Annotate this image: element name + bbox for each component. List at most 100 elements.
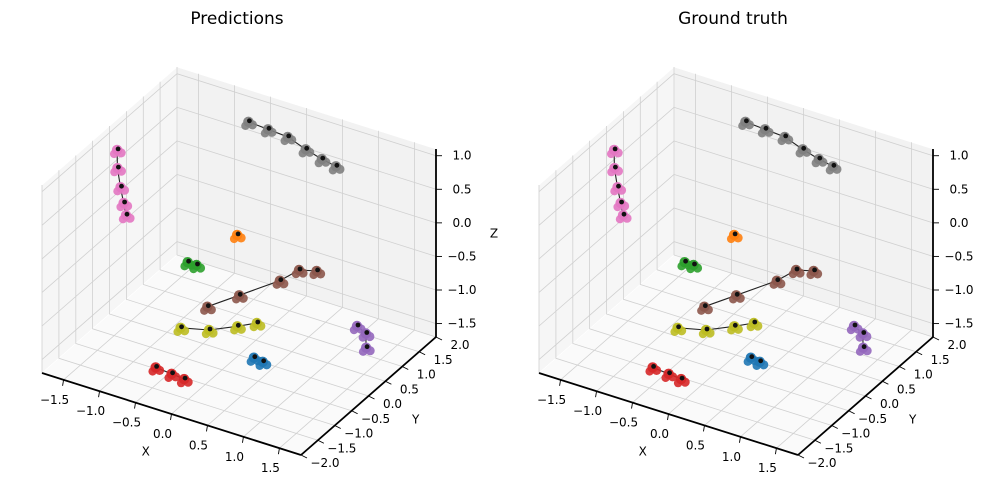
series-5-point <box>746 322 755 332</box>
series-1-point <box>116 202 125 212</box>
series-4-point <box>291 269 301 279</box>
z-axis-label: Z <box>490 227 498 241</box>
series-8-joint <box>667 370 672 376</box>
series-4-joint <box>297 266 303 272</box>
y-gridline <box>673 67 934 338</box>
series-8-joint <box>679 375 685 381</box>
series-4-point <box>697 306 706 315</box>
z-gridline <box>41 106 437 226</box>
series-6-point <box>246 357 255 366</box>
series-4-point <box>309 270 318 280</box>
series-7-point <box>358 333 367 342</box>
y-tick-mark <box>435 336 443 341</box>
x-tick-label: 1.5 <box>261 461 280 475</box>
x-tick-mark <box>703 425 705 432</box>
x-tick-mark <box>631 402 633 409</box>
z-gridline <box>41 241 437 360</box>
series-3-point <box>726 234 736 244</box>
series-0-joint <box>334 162 340 168</box>
x-tick-mark <box>559 379 562 386</box>
series-1-point <box>606 149 616 159</box>
y-tick-mark <box>814 439 822 444</box>
y-tick-mark <box>402 366 409 370</box>
z-tick-label: −0.5 <box>944 249 973 263</box>
series-5-joint <box>255 319 261 325</box>
series-4-joint <box>205 303 211 309</box>
series-1-joint <box>122 199 127 205</box>
x-tick-mark <box>774 448 777 455</box>
y-tick-label: −0.5 <box>361 412 390 426</box>
series-8-point <box>148 367 157 376</box>
x-tick-label: −1.5 <box>40 393 69 407</box>
series-3-joint <box>732 231 738 237</box>
z-gridline <box>538 241 934 360</box>
y-tick-label: 0.0 <box>880 397 899 411</box>
y-tick-label: −1.0 <box>841 427 870 441</box>
series-8-point <box>164 373 173 382</box>
y-tick-mark <box>865 395 872 400</box>
series-7-point <box>855 347 865 356</box>
x-tick-mark <box>667 413 669 421</box>
series-2-point <box>180 262 189 271</box>
y-tick-label: −1.5 <box>327 441 356 455</box>
y-tick-label: −2.0 <box>807 456 836 470</box>
series-6-joint <box>261 358 267 364</box>
series-4-point <box>200 306 209 315</box>
series-4-joint <box>702 303 708 309</box>
y-tick-mark <box>831 425 838 429</box>
z-tick-label: 1.0 <box>949 149 968 163</box>
y-tick-mark <box>418 351 426 356</box>
z-gridline <box>538 106 934 226</box>
data-points <box>606 116 872 388</box>
series-1-point <box>613 202 622 212</box>
series-5-joint <box>179 324 185 330</box>
series-0-point <box>260 129 270 138</box>
series-1-joint <box>115 146 121 152</box>
series-7-joint <box>852 322 858 328</box>
y-tick-mark <box>882 380 889 385</box>
series-6-joint <box>758 358 764 364</box>
series-8-point <box>645 367 654 376</box>
series-4-point <box>806 270 815 280</box>
y-gridline <box>92 140 352 412</box>
y-axis-label: Y <box>411 412 420 426</box>
y-gridline <box>109 126 369 397</box>
y-tick-mark <box>351 410 358 415</box>
series-1-joint <box>619 199 624 205</box>
z-tick-label: −1.5 <box>447 317 476 331</box>
series-0-joint <box>304 145 310 151</box>
y-tick-mark <box>368 395 375 400</box>
y-gridline <box>589 140 849 412</box>
series-0-point <box>795 149 804 158</box>
y-tick-label: −1.5 <box>824 441 853 455</box>
z-tick-label: 0.5 <box>949 182 968 196</box>
z-tick-label: 1.0 <box>452 149 471 163</box>
x-tick-mark <box>62 379 65 386</box>
y-gridline <box>623 111 883 382</box>
y-gridline <box>176 67 437 338</box>
series-1-joint <box>616 183 621 189</box>
series-5-point <box>201 329 211 339</box>
series-4-point <box>769 280 778 289</box>
x-axis-label: X <box>639 444 647 458</box>
series-5-point <box>727 326 736 335</box>
series-5-joint <box>752 319 758 325</box>
series-0-point <box>328 166 338 175</box>
series-0-point <box>825 166 835 175</box>
y-axis-label: Y <box>908 412 917 426</box>
x-tick-mark <box>134 402 136 409</box>
series-6-joint <box>252 354 258 360</box>
y-gridline <box>572 155 832 426</box>
y-gridline <box>555 170 816 441</box>
series-4-joint <box>775 277 781 283</box>
series-1-joint <box>612 146 618 152</box>
y-tick-label: −0.5 <box>858 412 887 426</box>
x-tick-label: −1.0 <box>76 404 105 418</box>
z-gridline <box>538 140 934 260</box>
series-0-point <box>757 129 767 138</box>
series-1-point <box>113 187 122 196</box>
series-1-joint <box>116 164 121 170</box>
y-gridline <box>142 96 403 367</box>
panel-title: Ground truth <box>678 9 788 29</box>
series-5-point <box>249 322 258 332</box>
